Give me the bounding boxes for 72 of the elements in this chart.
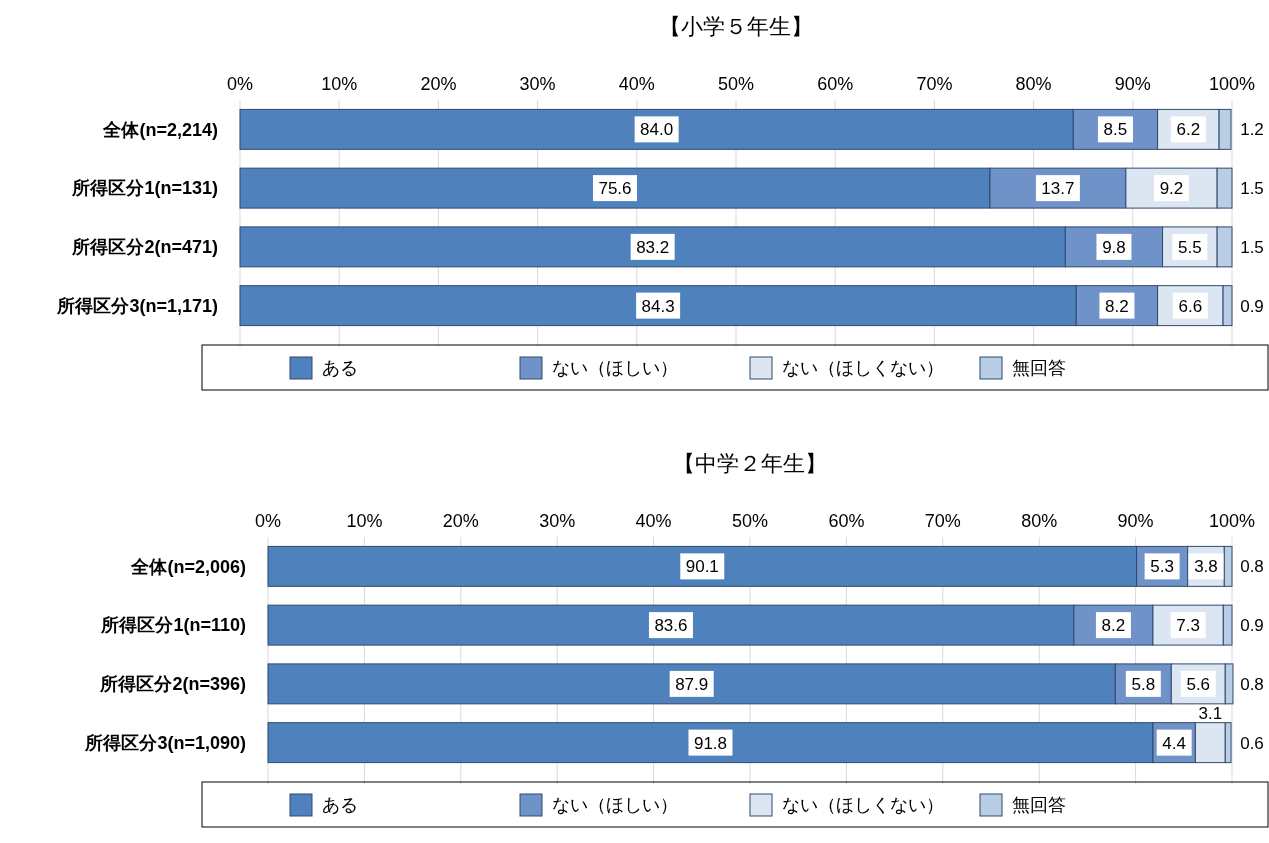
legend-label: 無回答 bbox=[1012, 795, 1066, 816]
x-tick-label: 50% bbox=[717, 74, 755, 94]
legend-label: ない（ほしい） bbox=[552, 795, 678, 816]
legend-label: ある bbox=[322, 358, 358, 379]
data-label: 9.8 bbox=[1102, 237, 1126, 257]
y-tick-label: 所得区分2(n=471) bbox=[71, 237, 218, 258]
x-tick-label: 100% bbox=[1208, 74, 1256, 94]
x-tick-label: 20% bbox=[420, 74, 457, 94]
x-tick-label: 100% bbox=[1208, 511, 1256, 531]
data-label: 7.3 bbox=[1176, 616, 1200, 636]
data-label: 84.3 bbox=[641, 296, 675, 316]
data-label: 0.6 bbox=[1240, 733, 1264, 753]
data-label: 5.3 bbox=[1150, 557, 1174, 577]
x-tick-label: 90% bbox=[1117, 511, 1154, 531]
x-tick-label: 0% bbox=[226, 74, 254, 94]
x-tick-label: 60% bbox=[828, 511, 865, 531]
x-tick-label: 30% bbox=[539, 511, 576, 531]
data-label: 1.5 bbox=[1240, 237, 1264, 257]
y-tick-label: 全体(n=2,006) bbox=[130, 556, 246, 577]
x-tick-label: 70% bbox=[916, 74, 953, 94]
legend-label: 無回答 bbox=[1012, 358, 1066, 379]
x-tick-label: 50% bbox=[731, 511, 769, 531]
y-tick-label: 所得区分3(n=1,171) bbox=[56, 295, 218, 316]
legend-label: ない（ほしい） bbox=[552, 358, 678, 379]
data-label: 3.1 bbox=[1198, 703, 1223, 723]
x-tick-label: 40% bbox=[635, 511, 672, 531]
y-tick-label: 所得区分1(n=131) bbox=[71, 178, 218, 199]
data-label: 91.8 bbox=[693, 733, 728, 753]
x-tick-label: 80% bbox=[1021, 511, 1058, 531]
data-label: 5.5 bbox=[1178, 237, 1202, 257]
data-label: 4.4 bbox=[1162, 733, 1186, 753]
x-tick-label: 30% bbox=[519, 74, 556, 94]
data-label: 87.9 bbox=[675, 674, 709, 694]
data-label: 5.8 bbox=[1131, 674, 1156, 694]
data-label: 84.0 bbox=[640, 120, 674, 140]
x-tick-label: 90% bbox=[1114, 74, 1151, 94]
data-label: 8.2 bbox=[1101, 616, 1126, 636]
data-label: 83.2 bbox=[636, 237, 670, 257]
data-label: 8.5 bbox=[1103, 120, 1128, 140]
x-tick-label: 70% bbox=[924, 511, 961, 531]
x-tick-label: 10% bbox=[346, 511, 383, 531]
legend-label: ない（ほしくない） bbox=[782, 358, 944, 379]
data-label: 5.6 bbox=[1186, 674, 1211, 694]
x-tick-label: 0% bbox=[254, 511, 282, 531]
data-label: 6.2 bbox=[1176, 120, 1201, 140]
data-label: 6.6 bbox=[1178, 296, 1203, 316]
data-label: 0.8 bbox=[1240, 557, 1264, 577]
chart-title: 【小学５年生】 bbox=[659, 14, 813, 39]
x-tick-label: 20% bbox=[442, 511, 479, 531]
legend-label: ある bbox=[322, 795, 358, 816]
y-tick-label: 所得区分1(n=110) bbox=[100, 615, 246, 636]
data-label: 83.6 bbox=[654, 616, 688, 636]
data-label: 13.7 bbox=[1041, 179, 1075, 199]
data-label: 90.1 bbox=[685, 557, 719, 577]
data-label: 1.5 bbox=[1240, 179, 1264, 199]
data-label: 0.9 bbox=[1240, 296, 1264, 316]
data-label: 75.6 bbox=[598, 179, 632, 199]
y-tick-label: 全体(n=2,214) bbox=[102, 119, 218, 140]
legend-label: ない（ほしくない） bbox=[782, 795, 944, 816]
x-tick-label: 40% bbox=[618, 74, 655, 94]
y-tick-label: 所得区分2(n=396) bbox=[99, 674, 246, 695]
data-label: 9.2 bbox=[1159, 179, 1184, 199]
data-label: 0.9 bbox=[1240, 616, 1264, 636]
data-label: 1.2 bbox=[1240, 120, 1264, 140]
chart-title: 【中学２年生】 bbox=[673, 451, 827, 476]
y-tick-label: 所得区分3(n=1,090) bbox=[84, 732, 246, 753]
x-tick-label: 60% bbox=[817, 74, 854, 94]
x-tick-label: 10% bbox=[321, 74, 358, 94]
data-label: 8.2 bbox=[1105, 296, 1129, 316]
data-label: 0.8 bbox=[1240, 674, 1264, 694]
x-tick-label: 80% bbox=[1015, 74, 1052, 94]
data-label: 3.8 bbox=[1194, 557, 1218, 577]
